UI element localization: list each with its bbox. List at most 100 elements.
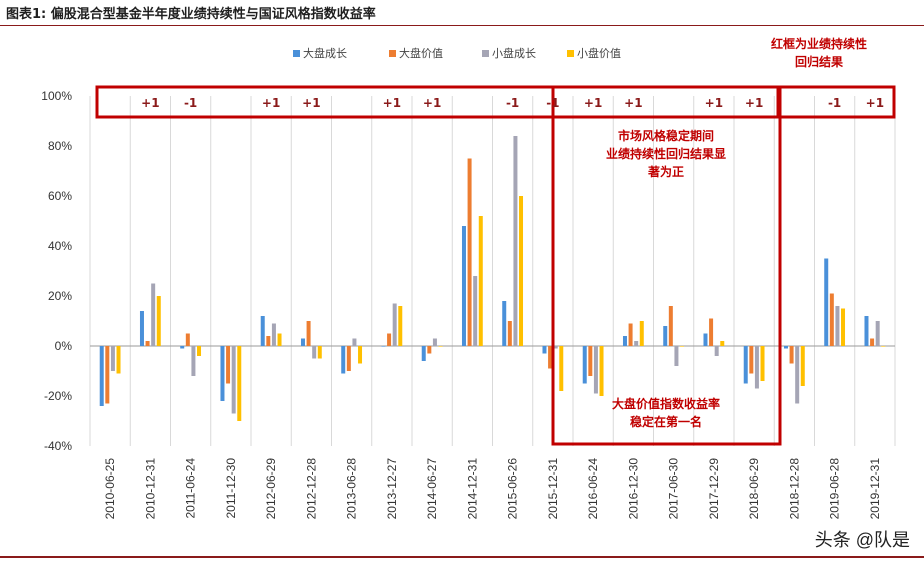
bar (191, 346, 196, 376)
bar (271, 323, 276, 346)
persistence-mark: +1 (624, 96, 642, 110)
bar (548, 346, 553, 369)
legend-label: 大盘成长 (303, 46, 347, 60)
x-tick-label: 2016-12-30 (626, 458, 640, 520)
persistence-mark: +1 (302, 96, 320, 110)
stable-period-note: 业绩持续性回归结果显 (606, 146, 726, 161)
watermark: 头条 @队是 (814, 530, 910, 550)
bar (622, 336, 627, 346)
bar (593, 346, 598, 394)
bar (300, 338, 305, 346)
annotation-boxes (95, 85, 896, 446)
bar (185, 333, 190, 346)
bar (306, 321, 311, 346)
bar (720, 341, 725, 346)
bar (392, 303, 397, 346)
bar (824, 258, 829, 346)
bar (800, 346, 805, 386)
bar (237, 346, 242, 421)
bar (743, 346, 748, 384)
bar (639, 321, 644, 346)
x-tick-label: 2011-06-24 (184, 458, 198, 519)
bar (341, 346, 346, 374)
bar (312, 346, 317, 359)
bar (870, 338, 875, 346)
bar (398, 306, 403, 346)
x-tick-label: 2015-06-26 (506, 458, 520, 520)
persistence-mark: +1 (262, 96, 280, 110)
bar (139, 311, 144, 346)
bar (346, 346, 351, 371)
stable-period-note: 著为正 (647, 164, 684, 179)
bar (680, 346, 685, 347)
legend: 大盘成长 大盘价值 小盘成长 小盘价值 (293, 46, 621, 60)
stable-period-note: 市场风格稳定期间 (618, 128, 714, 143)
bar (317, 346, 322, 359)
persistence-mark: +1 (584, 96, 602, 110)
x-tick-label: 2010-06-25 (103, 458, 117, 520)
bar (220, 346, 225, 401)
bar (559, 346, 564, 391)
bar (438, 346, 443, 347)
bar (789, 346, 794, 364)
bar (358, 346, 363, 364)
persistence-mark: +1 (866, 96, 884, 110)
x-tick-label: 2013-06-28 (345, 458, 359, 520)
y-tick-label: 20% (48, 289, 72, 303)
x-tick-label: 2014-06-27 (425, 458, 439, 520)
persistence-mark: -1 (184, 96, 197, 110)
bar (588, 346, 593, 376)
bottom-divider (0, 556, 924, 558)
bar (674, 346, 679, 366)
bar (795, 346, 800, 404)
y-axis-tick-labels: 100% 80% 60% 40% 20% 0% -20% -40% (41, 89, 72, 453)
legend-swatch (293, 50, 300, 57)
x-tick-label: 2014-12-31 (465, 458, 479, 520)
bar (582, 346, 587, 384)
bar (421, 346, 426, 361)
x-tick-label: 2015-12-31 (546, 458, 560, 520)
bar (473, 276, 478, 346)
bar (628, 323, 633, 346)
bar (105, 346, 110, 404)
y-tick-label: 60% (48, 189, 72, 203)
bar (432, 338, 437, 346)
persistence-mark: -1 (506, 96, 519, 110)
x-tick-label: 2013-12-27 (385, 458, 399, 520)
bar (197, 346, 202, 356)
x-tick-label: 2017-06-30 (667, 458, 681, 520)
legend-swatch (567, 50, 574, 57)
bar (835, 306, 840, 346)
bar (634, 341, 639, 346)
bar (145, 341, 150, 346)
persistence-mark: +1 (745, 96, 763, 110)
y-tick-label: 0% (55, 339, 73, 353)
x-tick-label: 2017-12-29 (707, 458, 721, 520)
gridlines (89, 96, 896, 446)
title-divider (0, 25, 924, 26)
y-tick-label: 100% (41, 89, 72, 103)
persistence-marks: +1 -1 +1 +1 +1 +1 -1 -1 +1 +1 +1 +1 -1 +1 (141, 96, 884, 110)
bar (231, 346, 236, 414)
bar (260, 316, 265, 346)
red-box-note: 回归结果 (795, 54, 843, 69)
x-tick-label: 2011-12-30 (224, 458, 238, 519)
bar (427, 346, 432, 354)
persistence-mark: +1 (141, 96, 159, 110)
legend-label: 小盘价值 (577, 46, 621, 60)
persistence-mark: -1 (546, 96, 559, 110)
persistence-mark: +1 (383, 96, 401, 110)
x-tick-label: 2016-06-24 (586, 458, 600, 520)
bar (709, 318, 714, 346)
bar (599, 346, 604, 396)
bars (99, 136, 886, 421)
bar (663, 326, 668, 346)
bar (110, 346, 115, 371)
x-tick-label: 2012-12-28 (304, 458, 318, 520)
bar (760, 346, 765, 381)
x-tick-label: 2012-06-29 (264, 458, 278, 520)
bar (754, 346, 759, 389)
legend-label: 小盘成长 (492, 46, 536, 60)
bar (180, 346, 185, 349)
